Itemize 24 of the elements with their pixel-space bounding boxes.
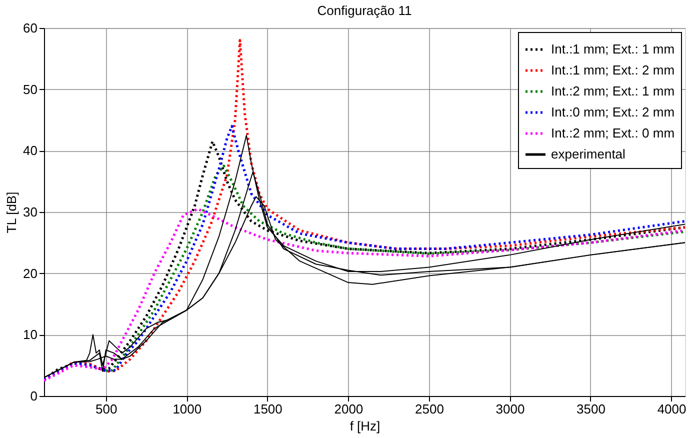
legend-label: Int.:2 mm; Ext.: 0 mm — [551, 126, 675, 140]
y-axis-title: TL [dB] — [4, 192, 20, 234]
legend-label: experimental — [551, 146, 626, 162]
x-axis-title: f [Hz] — [350, 418, 380, 434]
y-tick-label: 30 — [23, 204, 38, 220]
x-tick-label: 1500 — [253, 402, 282, 416]
x-tick-label: 2500 — [414, 402, 444, 416]
y-tick-label: 60 — [23, 20, 38, 36]
legend-label: Int.:1 mm; Ext.: 1 mm — [551, 42, 675, 56]
x-tick-label: 3000 — [496, 402, 525, 416]
x-tick-label: 3500 — [576, 402, 606, 416]
chart-title: Configuração 11 — [317, 3, 412, 18]
x-tick-label: 4000 — [657, 402, 686, 416]
legend-label: Int.:2 mm; Ext.: 1 mm — [551, 84, 675, 98]
y-tick-label: 10 — [23, 327, 38, 342]
y-tick-label: 20 — [23, 266, 38, 281]
y-tick-label: 0 — [30, 388, 38, 404]
x-tick-label: 2000 — [334, 402, 364, 416]
x-tick-label: 1000 — [172, 402, 202, 416]
x-tick-label: 500 — [96, 402, 118, 416]
legend-label: Int.:0 mm; Ext.: 2 mm — [551, 104, 675, 120]
legend-label: Int.:1 mm; Ext.: 2 mm — [551, 62, 675, 78]
y-tick-label: 50 — [23, 82, 38, 97]
y-tick-label: 40 — [23, 143, 38, 158]
